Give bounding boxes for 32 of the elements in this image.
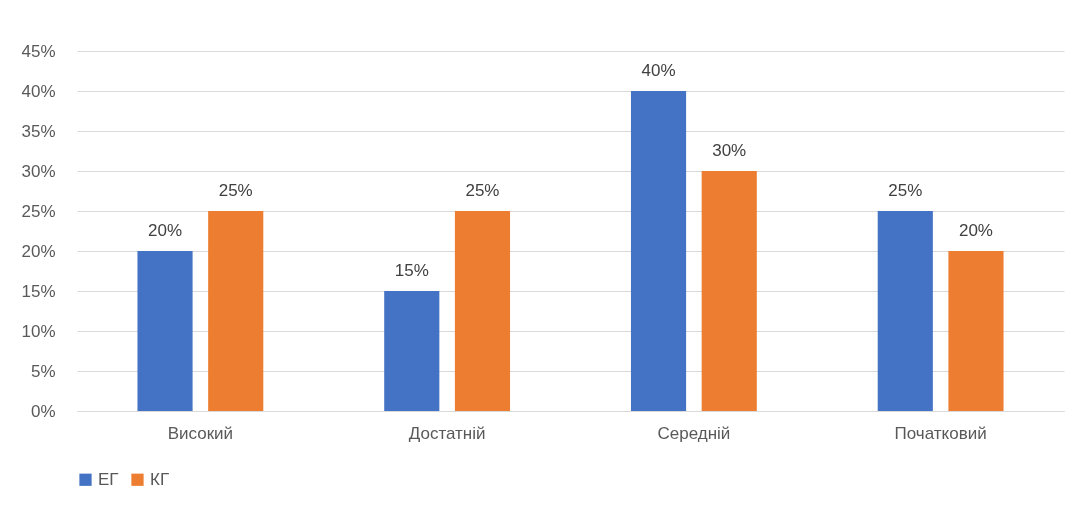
legend-label: ЕГ	[98, 469, 119, 489]
y-tick-label: 0%	[30, 401, 56, 421]
data-label: 20%	[958, 221, 993, 240]
data-label: 15%	[394, 261, 429, 280]
data-label: 25%	[465, 181, 500, 200]
legend-label: КГ	[150, 469, 170, 489]
bar	[137, 251, 193, 411]
y-tick-label: 45%	[21, 41, 56, 61]
bar	[454, 211, 511, 411]
x-tick-label: Початковий	[894, 423, 987, 443]
y-tick-label: 40%	[21, 81, 56, 101]
data-label: 30%	[712, 141, 747, 160]
y-tick-label: 20%	[21, 241, 56, 261]
data-label: 25%	[888, 181, 923, 200]
bar	[630, 91, 687, 411]
y-tick-label: 5%	[30, 361, 56, 381]
x-tick-label: Середній	[657, 423, 731, 443]
y-tick-label: 25%	[21, 201, 56, 221]
bar	[948, 251, 1004, 411]
y-tick-label: 35%	[21, 121, 56, 141]
y-tick-label: 15%	[21, 281, 56, 301]
bar	[877, 211, 933, 411]
bar	[384, 291, 440, 411]
y-tick-label: 10%	[21, 321, 56, 341]
data-label: 20%	[148, 221, 183, 240]
bar	[208, 211, 264, 411]
data-label: 25%	[218, 181, 253, 200]
y-tick-label: 30%	[21, 161, 56, 181]
x-tick-label: Достатній	[408, 423, 486, 443]
data-label: 40%	[641, 61, 676, 80]
x-tick-label: Високий	[167, 423, 234, 443]
bar	[701, 171, 757, 411]
